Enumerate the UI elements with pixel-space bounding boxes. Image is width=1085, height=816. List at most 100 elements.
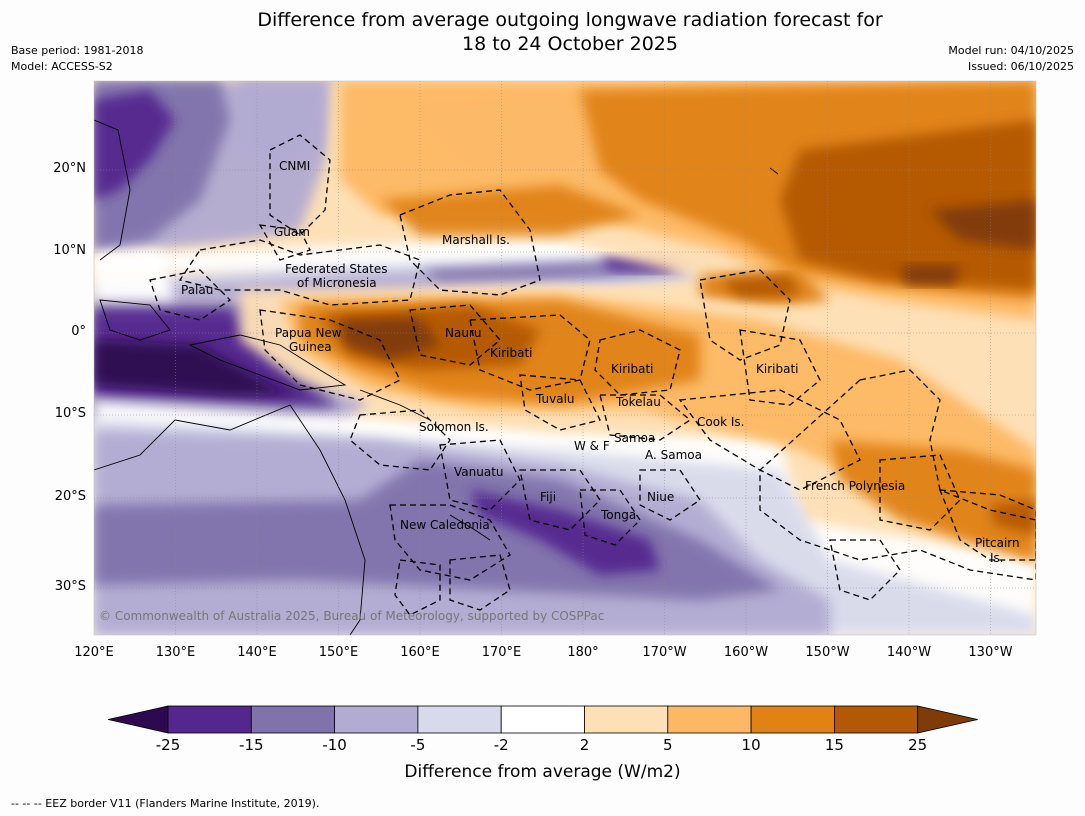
eez-border <box>759 369 1036 581</box>
place-png-line1: Papua New <box>275 326 342 340</box>
eez-border <box>519 469 601 531</box>
longitude-label: 140°W <box>886 645 932 660</box>
colorbar-tick: -5 <box>410 736 426 754</box>
field-region-p10_15 <box>830 440 1036 560</box>
place-american-samoa: A. Samoa <box>645 448 702 462</box>
field-region-lt_neg25 <box>94 340 300 395</box>
eez-borders <box>149 134 1036 616</box>
place-kiribati-east: Kiribati <box>756 362 799 376</box>
eez-border <box>678 389 861 491</box>
place-solomon-islands: Solomon Is. <box>419 420 489 434</box>
field-region-p15_25 <box>720 275 800 300</box>
place-niue: Niue <box>647 490 675 504</box>
longitude-label: 170°W <box>642 645 687 660</box>
longitude-label: 130°E <box>155 645 196 660</box>
colorbar-tick: -2 <box>493 736 509 754</box>
place-pitcairn-line2: Is. <box>990 551 1004 565</box>
place-vanuatu: Vanuatu <box>454 465 504 479</box>
field-region-gt25 <box>900 265 960 285</box>
colorbar-tick: 2 <box>579 736 590 754</box>
eez-border <box>439 439 521 511</box>
model-run: Model run: 04/10/2025 <box>948 44 1074 57</box>
colorbar-segment <box>167 705 252 734</box>
eez-border <box>258 224 311 261</box>
place-png-line2: Guinea <box>289 340 332 354</box>
eez-border <box>399 189 541 296</box>
latitude-label: 20°S <box>54 489 86 504</box>
place-french-polynesia: French Polynesia <box>805 479 906 493</box>
eez-border <box>259 309 401 401</box>
place-kiribati-central: Kiribati <box>611 362 654 376</box>
place-kiribati-west: Kiribati <box>490 346 533 360</box>
issued-date: Issued: 06/10/2025 <box>967 60 1074 73</box>
latitude-label: 20°N <box>53 161 86 176</box>
colorbar-segment <box>417 705 502 734</box>
longitude-label: 130°W <box>968 645 1013 660</box>
longitude-label: 180° <box>567 645 599 660</box>
graticule <box>94 81 1036 635</box>
eez-border <box>269 134 331 236</box>
eez-border <box>409 304 501 366</box>
colorbar-tick: 25 <box>908 736 928 754</box>
new-caledonia-coastline <box>449 514 491 541</box>
field-region-p15_25 <box>990 500 1036 535</box>
place-tuvalu: Tuvalu <box>536 392 575 406</box>
sulawesi-coastline <box>99 299 171 341</box>
place-fsm-line1: Federated States <box>285 262 388 276</box>
latitude-label: 10°S <box>54 406 86 421</box>
longitude-label: 170°E <box>481 645 522 660</box>
eez-border <box>579 489 641 546</box>
eez-border <box>939 489 1036 561</box>
place-guam: Guam <box>274 225 310 239</box>
eez-border <box>394 559 441 616</box>
colorbar-tick: -25 <box>155 736 181 754</box>
field-region-p10_15 <box>380 185 640 235</box>
eez-border <box>519 374 601 431</box>
latitude-label: 10°N <box>53 243 86 258</box>
longitude-label: 140°E <box>237 645 277 660</box>
base-period: Base period: 1981-2018 <box>11 44 144 57</box>
place-tonga: Tonga <box>601 508 637 522</box>
land-masses <box>94 119 779 635</box>
model-name: Model: ACCESS-S2 <box>11 60 113 73</box>
place-fiji: Fiji <box>540 490 557 504</box>
place-new-caledonia: New Caledonia <box>400 518 490 532</box>
longitude-label: 160°E <box>400 645 440 660</box>
colorbar-tick: 5 <box>663 736 673 754</box>
colorbar-segment <box>584 705 669 734</box>
latitude-label: 30°S <box>54 579 86 594</box>
place-pitcairn-line1: Pitcairn <box>975 536 1020 550</box>
colorbar-segment <box>667 705 752 734</box>
field-region-neg25_neg15 <box>94 90 175 200</box>
philippines-coastline <box>94 119 131 261</box>
chart-title: Difference from average outgoing longwav… <box>0 8 1085 56</box>
eez-border <box>594 329 681 396</box>
colorbar-tick: -10 <box>322 736 347 754</box>
eez-border <box>449 554 511 611</box>
place-wallis-futuna: W & F <box>574 439 610 453</box>
ocean-field <box>94 81 1036 635</box>
place-tokelau: Tokelau <box>616 395 661 409</box>
colorbar-tick: 10 <box>741 736 761 754</box>
eez-border <box>699 269 791 361</box>
longitude-label: 150°W <box>805 645 850 660</box>
colorbar-segment <box>334 705 419 734</box>
field-region-p15_25 <box>780 120 1036 290</box>
place-fsm-line2: of Micronesia <box>297 276 377 290</box>
field-region-neg10_neg5 <box>240 81 330 170</box>
colorbar-segment <box>250 705 336 734</box>
new-guinea-coastline <box>188 334 347 391</box>
copyright-notice: © Commonwealth of Australia 2025, Bureau… <box>99 609 605 623</box>
colorbar-title: Difference from average (W/m2) <box>404 762 681 782</box>
eez-border <box>639 469 701 521</box>
place-marshall-islands: Marshall Is. <box>442 233 510 247</box>
colorbar-extend-low <box>107 705 169 734</box>
longitude-label: 150°E <box>318 645 359 660</box>
place-cook-islands: Cook Is. <box>697 415 745 429</box>
longitude-label: 120°E <box>74 645 114 660</box>
longitude-label: 160°W <box>723 645 769 660</box>
australia-coastline <box>94 404 366 635</box>
meta-right: Model run: 04/10/2025 Issued: 06/10/2025 <box>948 43 1074 75</box>
field-region-gt25 <box>930 200 1036 250</box>
